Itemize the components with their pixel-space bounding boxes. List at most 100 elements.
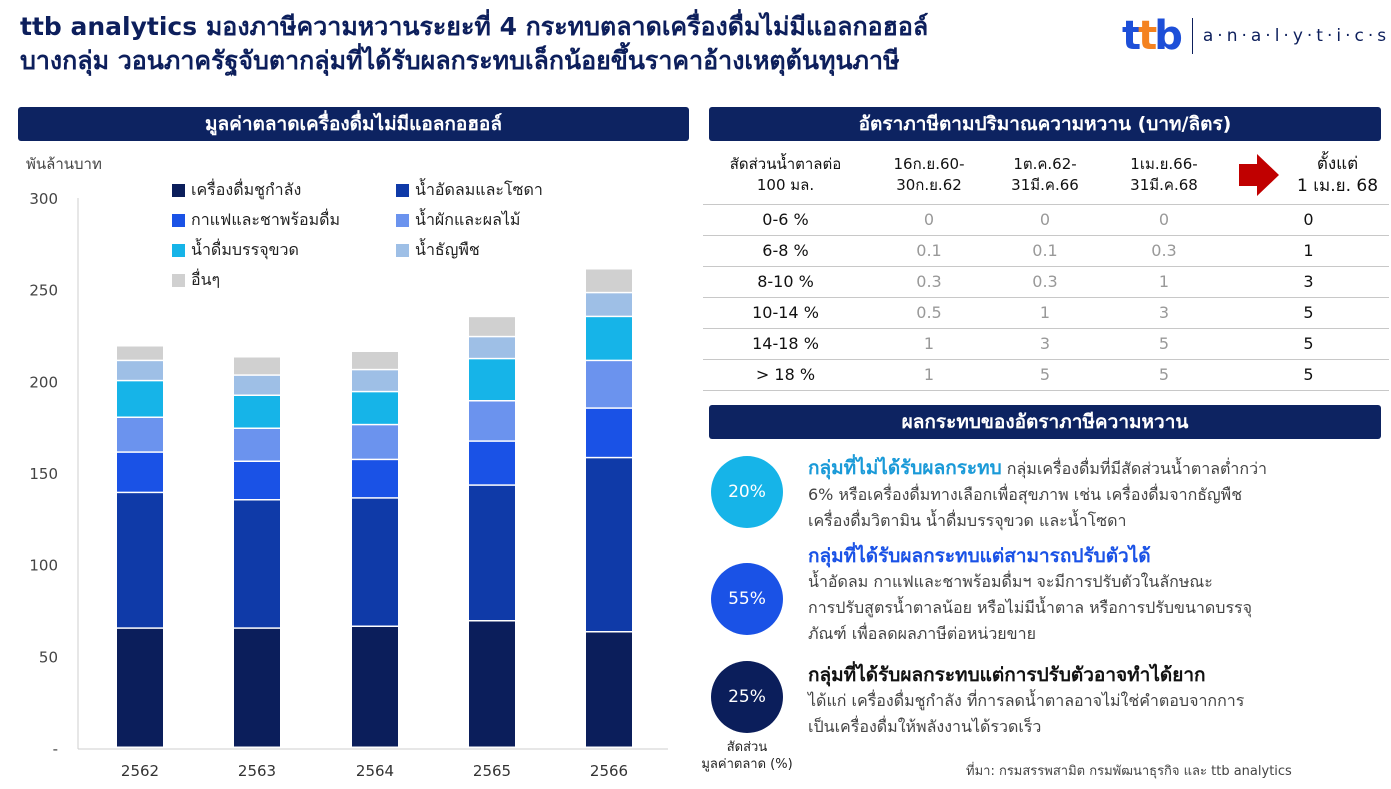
source-note: ที่มา: กรมสรรพสามิต กรมพัฒนาธุรกิจ และ t… — [966, 764, 1292, 779]
legend-swatch — [172, 244, 185, 257]
legend-swatch — [396, 184, 409, 197]
bar-segment — [352, 425, 398, 459]
bar-segment — [352, 498, 398, 626]
bar-segment — [586, 458, 632, 631]
legend-label: น้ำธัญพืช — [415, 240, 480, 259]
table-cell-rate: 0.3 — [990, 265, 1100, 297]
table-cell-rate: 0.3 — [868, 265, 990, 297]
table-row: 6-8 % 0.1 0.1 0.3 1 — [703, 234, 1389, 266]
bar-segment — [352, 460, 398, 498]
legend-swatch — [396, 244, 409, 257]
bar-segment — [352, 352, 398, 369]
bar-segment — [117, 452, 163, 492]
share-label: สัดส่วน มูลค่าตลาด (%) — [701, 740, 793, 772]
tax-rate-table: สัดส่วนน้ำตาลต่อ 100 มล. 16ก.ย.60- 30ก.ย.6… — [703, 146, 1389, 391]
bar-segment — [234, 500, 280, 628]
bar-segment — [586, 269, 632, 292]
legend-item: น้ำธัญพืช — [396, 238, 480, 263]
x-tick-label: 2562 — [121, 762, 159, 780]
table-cell-range: > 18 % — [703, 358, 868, 391]
legend-label: น้ำผักและผลไม้ — [415, 210, 521, 229]
y-tick-label: 300 — [29, 190, 58, 208]
x-tick-label: 2563 — [238, 762, 276, 780]
brand-logo: ttb a·n·a·l·y·t·i·c·s — [1122, 12, 1390, 60]
legend-item: น้ำดื่มบรรจุขวด — [172, 238, 299, 263]
table-row: 8-10 % 0.3 0.3 1 3 — [703, 265, 1389, 297]
share-badge-25: 25% — [711, 661, 783, 733]
table-cell-rate: 3 — [1228, 265, 1389, 297]
bar-segment — [469, 485, 515, 620]
share-badge-20: 20% — [711, 456, 783, 528]
legend-swatch — [396, 214, 409, 227]
table-cell-rate: 0 — [990, 203, 1100, 235]
table-cell-rate: 5 — [990, 358, 1100, 391]
bar-segment — [352, 392, 398, 424]
bar-segment — [234, 375, 280, 395]
legend-label: น้ำดื่มบรรจุขวด — [191, 240, 299, 259]
table-cell-rate: 0.5 — [868, 296, 990, 328]
impact-item-unaffected: กลุ่มที่ไม่ได้รับผลกระทบ กลุ่มเครื่องดื่… — [808, 457, 1268, 530]
legend-label: อื่นๆ — [191, 270, 221, 289]
table-cell-rate: 3 — [990, 327, 1100, 359]
bar-segment — [234, 462, 280, 499]
table-row: > 18 % 1 5 5 5 — [703, 358, 1389, 391]
legend-item: เครื่องดื่มชูกำลัง — [172, 178, 301, 203]
bar-segment — [234, 396, 280, 428]
bar-segment — [117, 381, 163, 417]
bar-segment — [234, 628, 280, 747]
title-line-1: ttb analytics มองภาษีความหวานระยะที่ 4 ก… — [20, 12, 929, 41]
legend-swatch — [172, 274, 185, 287]
impact-header: ผลกระทบของอัตราภาษีความหวาน — [709, 405, 1381, 439]
bar-segment — [586, 293, 632, 316]
y-tick-label: 200 — [29, 373, 58, 391]
table-cell-range: 14-18 % — [703, 327, 868, 359]
table-cell-rate: 1 — [1228, 234, 1389, 266]
bar-segment — [469, 401, 515, 441]
y-axis-unit-label: พันล้านบาท — [26, 155, 102, 173]
impact-item-adaptable: กลุ่มที่ได้รับผลกระทบแต่สามารถปรับตัวได้… — [808, 543, 1378, 647]
bar-segment — [352, 627, 398, 747]
bar-segment — [117, 493, 163, 628]
bar-segment — [352, 370, 398, 391]
table-cell-rate: 5 — [1100, 327, 1228, 359]
bar-segment — [117, 418, 163, 452]
table-header-sugar-ratio: สัดส่วนน้ำตาลต่อ 100 มล. — [729, 154, 842, 194]
bar-segment — [117, 346, 163, 360]
y-tick-label: 100 — [29, 557, 58, 575]
bar-segment — [469, 337, 515, 358]
table-cell-rate: 5 — [1228, 296, 1389, 328]
impact-title-unaffected: กลุ่มที่ไม่ได้รับผลกระทบ — [808, 457, 1002, 479]
bar-segment — [586, 408, 632, 457]
legend-item: กาแฟและชาพร้อมดื่ม — [172, 208, 340, 233]
red-arrow-icon — [1238, 153, 1279, 196]
legend-swatch — [172, 184, 185, 197]
bar-segment — [469, 621, 515, 747]
table-cell-rate: 1 — [1100, 265, 1228, 297]
table-header-period-2: 1ต.ค.62- 31มี.ค.66 — [1011, 154, 1079, 194]
impact-title-adaptable: กลุ่มที่ได้รับผลกระทบแต่สามารถปรับตัวได้ — [808, 545, 1151, 567]
table-cell-range: 6-8 % — [703, 234, 868, 266]
table-cell-rate: 0 — [868, 203, 990, 235]
brand-divider — [1191, 18, 1193, 54]
table-cell-range: 0-6 % — [703, 203, 868, 235]
bar-segment — [234, 357, 280, 375]
bar-segment — [586, 632, 632, 747]
market-value-header: มูลค่าตลาดเครื่องดื่มไม่มีแอลกอฮอล์ — [18, 107, 689, 141]
table-cell-rate: 5 — [1228, 327, 1389, 359]
y-tick-label: - — [53, 740, 58, 758]
table-cell-rate: 0.1 — [990, 234, 1100, 266]
table-header-period-4: ตั้งแต่ 1 เม.ย. 68 — [1228, 146, 1389, 204]
table-header-period-1: 16ก.ย.60- 30ก.ย.62 — [893, 154, 965, 194]
legend-label: เครื่องดื่มชูกำลัง — [191, 180, 302, 199]
table-cell-rate: 0 — [1228, 203, 1389, 235]
table-cell-rate: 0.1 — [868, 234, 990, 266]
table-cell-range: 10-14 % — [703, 296, 868, 328]
table-cell-rate: 5 — [1228, 358, 1389, 391]
y-tick-label: 250 — [29, 282, 58, 300]
page-title: ttb analytics มองภาษีความหวานระยะที่ 4 ก… — [20, 10, 1110, 78]
ttb-logo-icon: ttb — [1122, 13, 1183, 59]
bar-segment — [586, 317, 632, 360]
legend-swatch — [172, 214, 185, 227]
brand-text: a·n·a·l·y·t·i·c·s — [1202, 26, 1391, 46]
legend-item: น้ำอัดลมและโซดา — [396, 178, 543, 203]
